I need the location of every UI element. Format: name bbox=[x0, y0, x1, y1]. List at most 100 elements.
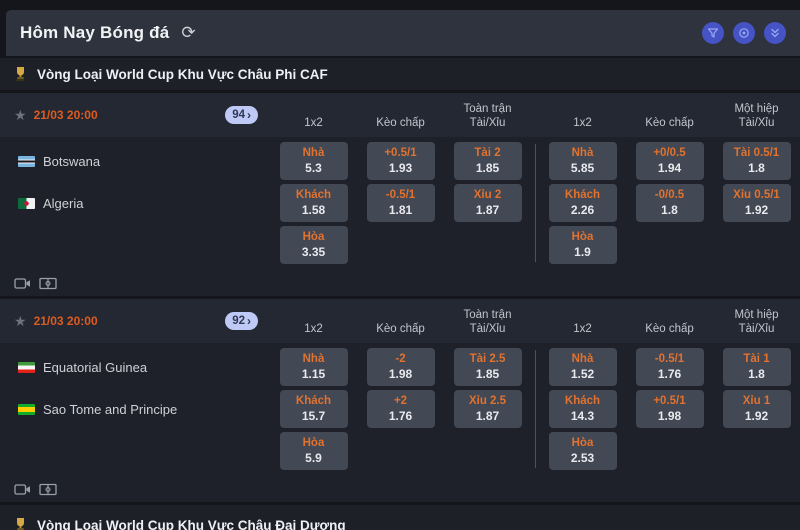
odds-value: 1.94 bbox=[657, 160, 682, 175]
trophy-icon bbox=[16, 67, 25, 81]
odds-label: Hòa bbox=[302, 437, 325, 450]
header-actions bbox=[702, 22, 786, 44]
favorite-star-icon[interactable]: ★ bbox=[14, 106, 27, 123]
filter-icon[interactable] bbox=[702, 22, 724, 44]
page-header: Hôm Nay Bóng đá ⟳ bbox=[6, 10, 800, 56]
odds-divider bbox=[531, 348, 539, 470]
teams-column: Equatorial Guinea Sao Tome and Principe bbox=[0, 348, 270, 470]
odds-col-handicap: +0.5/1 1.93 -0.5/1 1.81 bbox=[357, 142, 444, 264]
match-header: ★ 21/03 20:00 94 › 1x2 Kèo chấp Toàn trậ… bbox=[0, 93, 800, 137]
col-header-ou: Tài/Xỉu bbox=[738, 323, 775, 335]
odds-cell[interactable]: -0/0.5 1.8 bbox=[635, 184, 704, 222]
match-meta: ★ 21/03 20:00 92 › bbox=[0, 299, 270, 343]
odds-value: 1.98 bbox=[388, 366, 413, 381]
odds-cell[interactable]: Nhà 1.52 bbox=[548, 348, 617, 386]
odds-value: 1.87 bbox=[475, 408, 500, 423]
odds-col-ou: Tài 0.5/1 1.8 Xỉu 0.5/1 1.92 bbox=[713, 142, 800, 264]
odds-cell[interactable]: Nhà 5.3 bbox=[279, 142, 348, 180]
odds-cell[interactable]: Khách 1.58 bbox=[279, 184, 348, 222]
home-team-row: Equatorial Guinea bbox=[18, 348, 270, 386]
flag-sao-tome-icon bbox=[18, 403, 35, 415]
odds-cell[interactable]: Tài 1 1.8 bbox=[722, 348, 791, 386]
odds-cell[interactable]: +2 1.76 bbox=[366, 390, 435, 428]
page-title: Hôm Nay Bóng đá bbox=[20, 23, 170, 42]
odds-value: 1.8 bbox=[748, 366, 765, 381]
odds-label: +2 bbox=[393, 395, 408, 408]
odds-value: 15.7 bbox=[301, 408, 326, 423]
odds-label: Tài 2 bbox=[474, 147, 501, 160]
odds-value: 3.35 bbox=[301, 244, 326, 259]
col-headers-full: 1x2 Kèo chấp Toàn trận Tài/Xỉu bbox=[270, 299, 531, 343]
pitch-icon[interactable] bbox=[39, 483, 57, 496]
odds-cell[interactable]: Nhà 1.15 bbox=[279, 348, 348, 386]
odds-label: Nhà bbox=[571, 353, 594, 366]
odds-label: Xỉu 0.5/1 bbox=[733, 189, 780, 202]
odds-col-1x2: Nhà 5.85 Khách 2.26 Hòa 1.9 bbox=[539, 142, 626, 264]
odds-cell[interactable]: Xỉu 1 1.92 bbox=[722, 390, 791, 428]
odds-cell[interactable]: Hòa 2.53 bbox=[548, 432, 617, 470]
video-icon[interactable] bbox=[14, 483, 31, 496]
markets-count-badge[interactable]: 92 › bbox=[225, 312, 258, 330]
odds-cell[interactable]: Hòa 3.35 bbox=[279, 226, 348, 264]
col-header-handicap: Kèo chấp bbox=[645, 117, 694, 129]
odds-cell[interactable]: Khách 2.26 bbox=[548, 184, 617, 222]
odds-col-1x2: Nhà 1.52 Khách 14.3 Hòa 2.53 bbox=[539, 348, 626, 470]
favorite-star-icon[interactable]: ★ bbox=[14, 312, 27, 329]
odds-label: Khách bbox=[295, 395, 332, 408]
collapse-icon[interactable] bbox=[764, 22, 786, 44]
col-headers-half: 1x2 Kèo chấp Một hiệp Tài/Xỉu bbox=[539, 93, 800, 137]
col-header-1x2: 1x2 bbox=[304, 323, 323, 335]
odds-cell[interactable]: Nhà 5.85 bbox=[548, 142, 617, 180]
col-header-1x2: 1x2 bbox=[573, 323, 592, 335]
odds-label: Xỉu 1 bbox=[742, 395, 771, 408]
odds-cell[interactable]: Khách 14.3 bbox=[548, 390, 617, 428]
odds-cell[interactable]: -0.5/1 1.81 bbox=[366, 184, 435, 222]
odds-cell[interactable]: -2 1.98 bbox=[366, 348, 435, 386]
home-team-row: Botswana bbox=[18, 142, 270, 180]
team-name: Botswana bbox=[43, 153, 101, 169]
odds-cell[interactable]: Xỉu 2.5 1.87 bbox=[453, 390, 522, 428]
team-name: Sao Tome and Principe bbox=[43, 401, 178, 417]
chevron-right-icon: › bbox=[247, 108, 251, 122]
odds-cell[interactable]: Hòa 5.9 bbox=[279, 432, 348, 470]
odds-value: 1.58 bbox=[301, 202, 326, 217]
odds-value: 1.81 bbox=[388, 202, 413, 217]
league-header-oceania[interactable]: Vòng Loại World Cup Khu Vực Châu Đại Dươ… bbox=[0, 505, 800, 530]
odds-cell[interactable]: Xỉu 0.5/1 1.92 bbox=[722, 184, 791, 222]
markets-count: 94 bbox=[232, 109, 245, 121]
odds-cell[interactable]: Tài 0.5/1 1.8 bbox=[722, 142, 791, 180]
odds-full-match: Nhà 5.3 Khách 1.58 Hòa 3.35 +0.5/1 1.93 -0.5… bbox=[270, 142, 531, 264]
odds-value: 1.92 bbox=[744, 408, 769, 423]
odds-cell[interactable]: Khách 15.7 bbox=[279, 390, 348, 428]
odds-cell[interactable]: Xỉu 2 1.87 bbox=[453, 184, 522, 222]
video-icon[interactable] bbox=[14, 277, 31, 290]
chevron-right-icon: › bbox=[247, 314, 251, 328]
odds-cell[interactable]: +0.5/1 1.93 bbox=[366, 142, 435, 180]
odds-value: 1.52 bbox=[570, 366, 595, 381]
odds-label: Tài 0.5/1 bbox=[733, 147, 780, 160]
odds-cell[interactable]: Tài 2 1.85 bbox=[453, 142, 522, 180]
odds-cell[interactable]: Tài 2.5 1.85 bbox=[453, 348, 522, 386]
odds-label: -0/0.5 bbox=[654, 189, 685, 202]
markets-count-badge[interactable]: 94 › bbox=[225, 106, 258, 124]
pitch-icon[interactable] bbox=[39, 277, 57, 290]
odds-label: Tài 1 bbox=[743, 353, 770, 366]
odds-value: 5.9 bbox=[305, 450, 322, 465]
odds-first-half: Nhà 5.85 Khách 2.26 Hòa 1.9 +0/0.5 1.94 -0/0… bbox=[539, 142, 800, 264]
odds-value: 1.9 bbox=[574, 244, 591, 259]
odds-cell[interactable]: Hòa 1.9 bbox=[548, 226, 617, 264]
odds-label: Nhà bbox=[302, 147, 325, 160]
league-header-caf[interactable]: Vòng Loại World Cup Khu Vực Châu Phi CAF bbox=[0, 58, 800, 90]
odds-value: 1.76 bbox=[657, 366, 682, 381]
odds-cell[interactable]: +0.5/1 1.98 bbox=[635, 390, 704, 428]
settings-icon[interactable] bbox=[733, 22, 755, 44]
odds-value: 2.26 bbox=[570, 202, 595, 217]
odds-value: 1.8 bbox=[661, 202, 678, 217]
match-footer bbox=[0, 476, 800, 502]
odds-cell[interactable]: -0.5/1 1.76 bbox=[635, 348, 704, 386]
odds-cell[interactable]: +0/0.5 1.94 bbox=[635, 142, 704, 180]
odds-value: 2.53 bbox=[570, 450, 595, 465]
refresh-icon[interactable]: ⟳ bbox=[181, 23, 196, 42]
odds-label: Xỉu 2 bbox=[473, 189, 502, 202]
